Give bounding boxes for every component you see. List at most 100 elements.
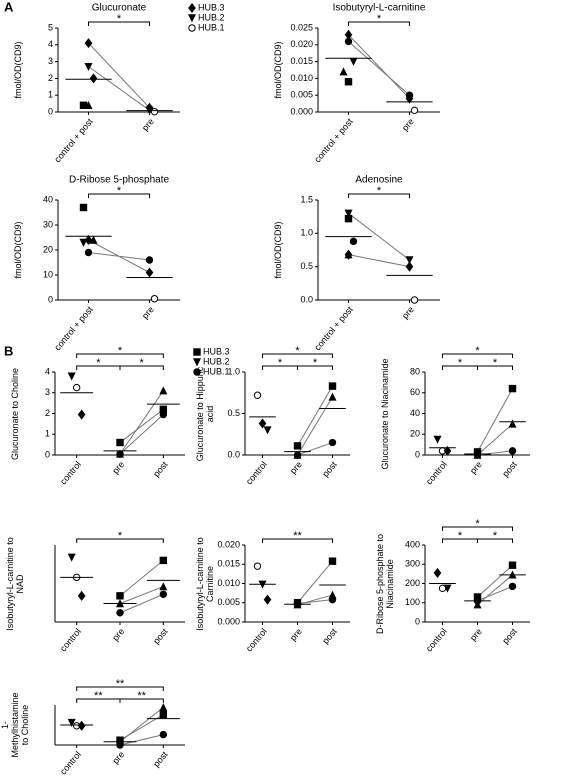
data-point: [159, 703, 168, 712]
x-tick-label: control: [424, 626, 449, 653]
data-point: [344, 214, 353, 223]
data-point: [443, 445, 452, 456]
significance-bracket: [348, 193, 410, 198]
legend-label: HUB.3: [198, 2, 225, 12]
y-tick-label: 0: [415, 616, 420, 626]
data-point: [67, 553, 76, 562]
y-tick-label: 0.000: [217, 616, 240, 626]
connector-line: [477, 423, 513, 456]
data-point: [344, 37, 353, 46]
significance-bracket: [88, 193, 150, 198]
data-point: [508, 582, 517, 591]
y-tick-label: 0.5: [300, 261, 313, 271]
significance-bracket: [442, 526, 513, 531]
connector-line: [297, 560, 333, 604]
connector-line: [119, 560, 164, 597]
data-point: [473, 451, 482, 459]
x-tick-label: control: [424, 459, 449, 486]
data-point: [508, 561, 517, 569]
data-point: [508, 419, 517, 428]
legend-marker: [192, 358, 202, 367]
data-point: [293, 599, 302, 608]
data-point: [159, 582, 168, 591]
x-tick-label: post: [151, 459, 170, 479]
data-point: [293, 451, 302, 459]
data-point: [116, 609, 124, 617]
connector-line: [348, 41, 410, 96]
chart-title: Glucuronate: [92, 3, 147, 14]
data-point: [405, 91, 414, 99]
connector-line: [477, 574, 513, 606]
y-tick-label: 0: [415, 449, 420, 459]
data-point: [443, 584, 452, 593]
significance-bracket: [119, 365, 164, 370]
x-tick-label: control: [244, 626, 269, 653]
y-tick-label: 0.020: [217, 539, 240, 549]
y-axis-label: Glucuronate to Choline: [10, 367, 20, 460]
data-point: [473, 600, 482, 609]
x-tick-label: post: [320, 626, 339, 646]
data-point: [116, 741, 124, 749]
x-tick-label: pre: [400, 304, 416, 320]
significance-label: *: [475, 518, 480, 530]
panel-label: A: [4, 0, 14, 14]
x-tick-label: pre: [468, 626, 484, 642]
significance-bracket: [348, 21, 410, 26]
y-tick-label: 0.5: [227, 408, 240, 418]
data-point: [433, 435, 442, 444]
connector-line: [348, 34, 410, 99]
significance-bracket: [262, 353, 333, 358]
data-point: [328, 392, 337, 401]
data-point: [150, 295, 159, 303]
data-point: [84, 248, 93, 257]
x-tick-label: pre: [110, 459, 126, 475]
data-point: [344, 209, 353, 218]
y-axis-label: Glucuronate to Hippuric acid: [195, 366, 215, 461]
data-point: [344, 78, 353, 86]
y-tick-label: 30: [43, 219, 53, 229]
legend-marker: [193, 348, 201, 356]
data-point: [84, 38, 93, 49]
y-axis-label: fmol/OD(CD9): [13, 221, 23, 279]
legend-label: HUB.1: [203, 366, 230, 376]
x-tick-label: pre: [288, 459, 304, 475]
data-point: [405, 256, 414, 265]
significance-label: *: [458, 530, 463, 542]
significance-label: *: [140, 357, 145, 369]
y-tick-label: 5: [48, 22, 53, 32]
y-axis-label: Glucuronate to Niacinamide: [380, 357, 390, 470]
y-tick-label: 0: [48, 106, 53, 116]
x-tick-label: control: [58, 749, 83, 776]
data-point: [339, 67, 348, 76]
y-axis-label: Isobutyryl-L-carnitine to Carnitine: [195, 536, 215, 631]
panel-label: B: [4, 343, 13, 358]
data-point: [145, 267, 154, 278]
significance-label: **: [293, 530, 302, 542]
data-point: [159, 730, 168, 739]
connector-line: [119, 408, 164, 443]
connector-line: [88, 42, 150, 109]
x-tick-label: post: [500, 626, 519, 646]
chart-title: D-Ribose 5-phosphate: [69, 175, 169, 186]
data-point: [84, 234, 93, 246]
legend-marker: [187, 14, 197, 23]
data-point: [263, 594, 272, 605]
x-tick-label: pre: [140, 116, 156, 132]
significance-label: *: [278, 357, 283, 369]
significance-bracket: [119, 698, 164, 703]
y-tick-label: 0.0: [300, 294, 313, 304]
data-point: [410, 106, 419, 115]
y-tick-label: 40: [410, 408, 420, 418]
y-tick-label: 1.0: [227, 366, 240, 376]
data-point: [67, 372, 76, 381]
data-point: [145, 256, 154, 264]
data-point: [84, 100, 93, 109]
y-tick-label: 80: [410, 366, 420, 376]
data-point: [349, 237, 358, 246]
chart-title: Isobutyryl-L-carnitine: [333, 3, 426, 14]
significance-bracket: [76, 538, 164, 543]
y-tick-label: 0.005: [217, 597, 240, 607]
data-point: [77, 590, 86, 601]
y-tick-label: 100: [405, 597, 420, 607]
y-tick-label: 0.015: [217, 559, 240, 569]
